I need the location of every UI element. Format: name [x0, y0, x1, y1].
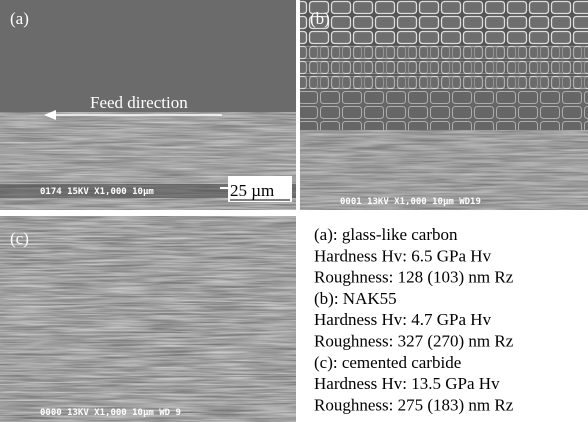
- machined-texture: [0, 216, 296, 422]
- legend-line: (c): cemented carbide: [314, 353, 461, 372]
- legend: (a): glass-like carbon Hardness Hv: 6.5 G…: [314, 225, 514, 414]
- panel-c: (c) 0000 13KV X1,000 10µm WD 9: [0, 216, 296, 422]
- legend-line: Hardness Hv: 13.5 GPa Hv: [314, 374, 500, 393]
- legend-line: Hardness Hv: 4.7 GPa Hv: [314, 310, 492, 329]
- legend-line: Roughness: 128 (103) nm Rz: [314, 268, 514, 287]
- annotation: Feed direction: [90, 93, 188, 112]
- legend-line: Hardness Hv: 6.5 GPa Hv: [314, 246, 492, 265]
- cell-texture: [300, 0, 588, 45]
- panel-a: (a) Feed direction 0174 15KV X1,000 10µm…: [0, 0, 296, 210]
- legend-line: Roughness: 327 (270) nm Rz: [314, 332, 514, 351]
- panel-label: (a): [10, 9, 29, 28]
- legend-line: (b): NAK55: [314, 289, 397, 308]
- legend-line: Roughness: 275 (183) nm Rz: [314, 395, 514, 414]
- panel-b: (b) 0001 13KV X1,000 10µm WD19: [300, 0, 588, 210]
- info-text: 0000 13KV X1,000 10µm WD 9: [40, 408, 181, 418]
- figure: (a) Feed direction 0174 15KV X1,000 10µm…: [0, 0, 588, 422]
- legend-line: (a): glass-like carbon: [314, 225, 458, 244]
- scale-label: 25 µm: [230, 181, 274, 200]
- panel-label: (b): [310, 9, 330, 28]
- info-text: 0174 15KV X1,000 10µm: [40, 187, 154, 197]
- cell-texture: [300, 90, 588, 130]
- cell-texture: [300, 45, 588, 90]
- panel-label: (c): [10, 229, 29, 248]
- info-text: 0001 13KV X1,000 10µm WD19: [340, 197, 481, 207]
